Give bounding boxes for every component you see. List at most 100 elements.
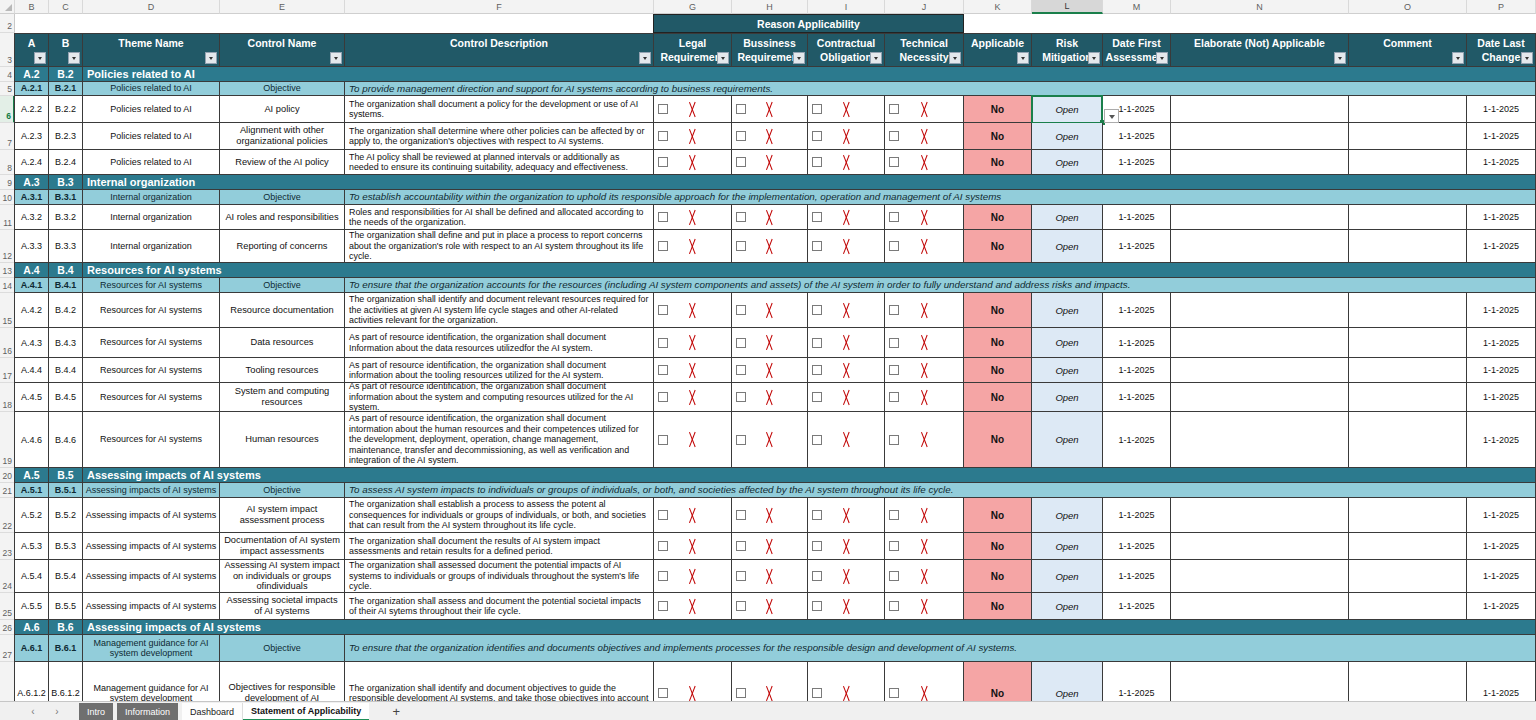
cell-reason-legal[interactable] [654, 96, 732, 123]
cell-risk-mitigation[interactable]: Open [1032, 412, 1103, 468]
cell-date-first[interactable]: 1-1-2025 [1103, 560, 1171, 593]
cell-date-last[interactable]: 1-1-2025 [1467, 328, 1536, 358]
cell-applicable[interactable]: No [964, 328, 1032, 358]
row-header-2[interactable]: 2 [0, 14, 15, 33]
cell-date-last[interactable]: 1-1-2025 [1467, 560, 1536, 593]
column-header-G[interactable]: G [654, 0, 732, 14]
cell-date-first[interactable]: 1-1-2025 [1103, 150, 1171, 175]
cell-risk-mitigation[interactable]: Open [1032, 230, 1103, 263]
cell-section-title[interactable]: Resources for AI systems [83, 263, 1536, 278]
checkbox[interactable] [736, 541, 746, 551]
cell-risk-mitigation[interactable]: Open [1032, 123, 1103, 150]
checkbox[interactable] [889, 688, 899, 698]
cell-b-id[interactable]: B.4.2 [49, 293, 83, 328]
column-header-P[interactable]: P [1467, 0, 1536, 14]
cell-b-id[interactable]: B.5.2 [49, 498, 83, 533]
cell-comment[interactable] [1349, 533, 1467, 560]
cell-reason-contractual[interactable] [808, 293, 885, 328]
checkbox[interactable] [736, 510, 746, 520]
cell-applicable[interactable]: No [964, 498, 1032, 533]
cell-reason-business[interactable] [732, 560, 808, 593]
cell-risk-mitigation[interactable]: Open [1032, 383, 1103, 412]
cell-b-id[interactable]: B.4.4 [49, 358, 83, 383]
cell-objective-text[interactable]: To assess AI system impacts to individua… [345, 483, 1536, 498]
cell-b-id[interactable]: B.3.2 [49, 205, 83, 230]
filter-icon[interactable] [1452, 52, 1464, 64]
cell-a-id[interactable]: A.4.2 [15, 293, 49, 328]
row-header-27[interactable]: 27 [0, 635, 15, 662]
cell-section-a[interactable]: A.5 [15, 468, 49, 483]
checkbox[interactable] [889, 601, 899, 611]
cell-reason-technical[interactable] [885, 498, 964, 533]
cell-reason-legal[interactable] [654, 328, 732, 358]
cell-objective-b[interactable]: B.6.1 [49, 635, 83, 662]
filter-icon[interactable] [205, 52, 217, 64]
cell-section-b[interactable]: B.3 [49, 175, 83, 190]
row-header-8[interactable]: 8 [0, 150, 15, 175]
cell-control-name[interactable]: AI system impact assessment process [220, 498, 345, 533]
cell-date-last[interactable]: 1-1-2025 [1467, 230, 1536, 263]
checkbox[interactable] [889, 104, 899, 114]
cell-date-last[interactable]: 1-1-2025 [1467, 293, 1536, 328]
checkbox[interactable] [658, 305, 668, 315]
column-header-H[interactable]: H [732, 0, 808, 14]
cell-date-last[interactable]: 1-1-2025 [1467, 533, 1536, 560]
cell-comment[interactable] [1349, 96, 1467, 123]
cell-theme[interactable]: Policies related to AI [83, 150, 220, 175]
cell-date-first[interactable]: 1-1-2025 [1103, 412, 1171, 468]
cell-reason-contractual[interactable] [808, 328, 885, 358]
checkbox[interactable] [736, 305, 746, 315]
cell-control-name[interactable]: Data resources [220, 328, 345, 358]
cell-reason-legal[interactable] [654, 560, 732, 593]
cell-objective-a[interactable]: A.4.1 [15, 278, 49, 293]
checkbox[interactable] [736, 392, 746, 402]
column-title-theme[interactable]: Theme Name [83, 33, 220, 67]
cell-reason-business[interactable] [732, 593, 808, 620]
row-header-20[interactable]: 20 [0, 468, 15, 483]
cell-risk-mitigation[interactable]: Open [1032, 498, 1103, 533]
cell-comment[interactable] [1349, 383, 1467, 412]
cell-applicable[interactable]: No [964, 383, 1032, 412]
cell-description[interactable]: As part of resource identification, the … [345, 412, 654, 468]
column-title-comment[interactable]: Comment [1349, 33, 1467, 67]
cell-risk-mitigation[interactable]: Open [1032, 593, 1103, 620]
cell-description[interactable]: The organization shall define and put in… [345, 230, 654, 263]
sheet-nav-next-icon[interactable]: › [52, 702, 62, 720]
cell-reason-contractual[interactable] [808, 383, 885, 412]
cell-reason-business[interactable] [732, 230, 808, 263]
cell-a-id[interactable]: A.2.4 [15, 150, 49, 175]
sheet-tab-intro[interactable]: Intro [79, 703, 113, 720]
cell-date-last[interactable]: 1-1-2025 [1467, 498, 1536, 533]
cell-elaborate[interactable] [1171, 123, 1349, 150]
cell-reason-technical[interactable] [885, 533, 964, 560]
cell-elaborate[interactable] [1171, 383, 1349, 412]
column-header-F[interactable]: F [345, 0, 654, 14]
cell-date-first[interactable]: 1-1-2025 [1103, 328, 1171, 358]
cell-objective-theme[interactable]: Management guidance for AI system develo… [83, 635, 220, 662]
cell-reason-contractual[interactable] [808, 96, 885, 123]
cell-reason-business[interactable] [732, 383, 808, 412]
cell-comment[interactable] [1349, 123, 1467, 150]
cell-risk-mitigation[interactable]: Open [1032, 358, 1103, 383]
cell-b-id[interactable]: B.4.6 [49, 412, 83, 468]
cell-objective-label[interactable]: Objective [220, 82, 345, 96]
row-header-5[interactable]: 5 [0, 82, 15, 96]
select-all-corner[interactable] [0, 0, 15, 14]
checkbox[interactable] [812, 435, 822, 445]
cell-description[interactable]: The organization shall determine where o… [345, 123, 654, 150]
checkbox[interactable] [658, 435, 668, 445]
cell-reason-business[interactable] [732, 358, 808, 383]
cell-control-name[interactable]: Human resources [220, 412, 345, 468]
checkbox[interactable] [658, 392, 668, 402]
cell-risk-mitigation[interactable]: Open [1032, 560, 1103, 593]
filter-icon[interactable] [68, 52, 80, 64]
cell-risk-mitigation[interactable]: Open [1032, 328, 1103, 358]
add-sheet-button[interactable]: + [389, 702, 403, 720]
cell-risk-mitigation[interactable]: Open [1032, 96, 1103, 123]
filter-icon[interactable] [330, 52, 342, 64]
cell-section-b[interactable]: B.6 [49, 620, 83, 635]
cell-reason-contractual[interactable] [808, 230, 885, 263]
cell-control-name[interactable]: Assessing societal impacts of AI systems [220, 593, 345, 620]
cell-description[interactable]: As part of resource identification, the … [345, 328, 654, 358]
cell-reason-business[interactable] [732, 328, 808, 358]
